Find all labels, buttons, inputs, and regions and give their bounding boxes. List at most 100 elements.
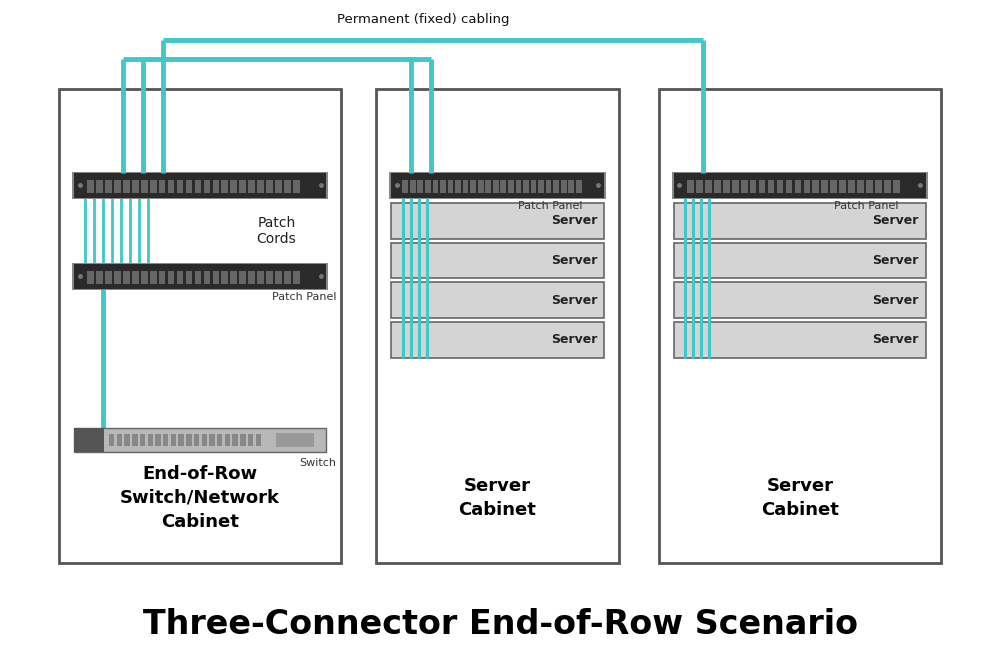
Bar [159, 180, 165, 193]
Bar [391, 243, 604, 278]
Bar [266, 272, 273, 284]
Bar [672, 172, 928, 199]
Bar [839, 180, 846, 193]
Bar [848, 180, 855, 193]
Bar [221, 180, 228, 193]
Bar [230, 180, 237, 193]
Bar [674, 322, 926, 357]
Text: Switch: Switch [299, 457, 336, 468]
Bar [463, 180, 468, 193]
Bar [732, 180, 739, 193]
Bar [425, 180, 431, 193]
Bar [875, 180, 882, 193]
Text: Patch Panel: Patch Panel [272, 292, 336, 302]
Bar [893, 180, 900, 193]
Bar [124, 434, 130, 446]
Bar [568, 180, 574, 193]
Bar [257, 180, 264, 193]
Bar [884, 180, 891, 193]
Bar [410, 180, 416, 193]
Bar [538, 180, 544, 193]
Bar [209, 434, 215, 446]
Bar [553, 180, 559, 193]
Bar [105, 180, 112, 193]
Bar [470, 180, 476, 193]
Bar [768, 180, 774, 193]
Bar [478, 180, 484, 193]
Bar [217, 434, 222, 446]
Bar [257, 272, 264, 284]
Bar [256, 434, 261, 446]
Bar [759, 180, 765, 193]
Text: Server: Server [551, 215, 598, 227]
Bar [171, 434, 176, 446]
Bar [275, 180, 282, 193]
Bar [576, 180, 582, 193]
Text: Server: Server [872, 254, 919, 267]
Bar [132, 272, 139, 284]
Bar [168, 272, 174, 284]
Text: Three-Connector End-of-Row Scenario: Three-Connector End-of-Row Scenario [143, 608, 858, 641]
Bar [391, 203, 604, 239]
Bar [109, 434, 114, 446]
Bar [276, 433, 314, 447]
Bar [232, 434, 238, 446]
Bar [687, 180, 694, 193]
Bar [293, 180, 300, 193]
Bar [493, 180, 499, 193]
Bar [376, 89, 619, 563]
Text: Patch Panel: Patch Panel [518, 201, 583, 211]
Bar [391, 173, 604, 198]
Bar [204, 180, 210, 193]
Text: Server: Server [872, 293, 919, 307]
Bar [87, 272, 94, 284]
Bar [150, 272, 157, 284]
Bar [221, 272, 228, 284]
Bar [74, 264, 326, 289]
Bar [195, 272, 201, 284]
Bar [433, 180, 438, 193]
Bar [72, 263, 328, 290]
Bar [523, 180, 529, 193]
Bar [741, 180, 748, 193]
Bar [186, 272, 192, 284]
Bar [659, 89, 941, 563]
Bar [830, 180, 837, 193]
Bar [516, 180, 521, 193]
Bar [186, 434, 192, 446]
Bar [248, 272, 255, 284]
Bar [723, 180, 730, 193]
Bar [74, 428, 104, 453]
Bar [674, 243, 926, 278]
Bar [275, 272, 282, 284]
Bar [155, 434, 161, 446]
Bar [293, 272, 300, 284]
Bar [508, 180, 514, 193]
Text: Server: Server [551, 333, 598, 346]
Bar [96, 180, 103, 193]
Bar [105, 272, 112, 284]
Bar [213, 272, 219, 284]
Bar [795, 180, 801, 193]
Bar [777, 180, 783, 193]
Bar [96, 272, 103, 284]
Bar [186, 180, 192, 193]
Bar [213, 180, 219, 193]
Text: Server: Server [872, 333, 919, 346]
Bar [168, 180, 174, 193]
Bar [485, 180, 491, 193]
Bar [821, 180, 828, 193]
Bar [866, 180, 873, 193]
Bar [266, 180, 273, 193]
Bar [674, 173, 926, 198]
Bar [132, 434, 138, 446]
Bar [440, 180, 446, 193]
Text: Patch Panel: Patch Panel [834, 201, 899, 211]
Bar [546, 180, 551, 193]
Bar [786, 180, 792, 193]
Bar [389, 172, 606, 199]
Text: End-of-Row
Switch/Network
Cabinet: End-of-Row Switch/Network Cabinet [120, 465, 280, 530]
Bar [284, 180, 291, 193]
Bar [72, 172, 328, 199]
Bar [705, 180, 712, 193]
